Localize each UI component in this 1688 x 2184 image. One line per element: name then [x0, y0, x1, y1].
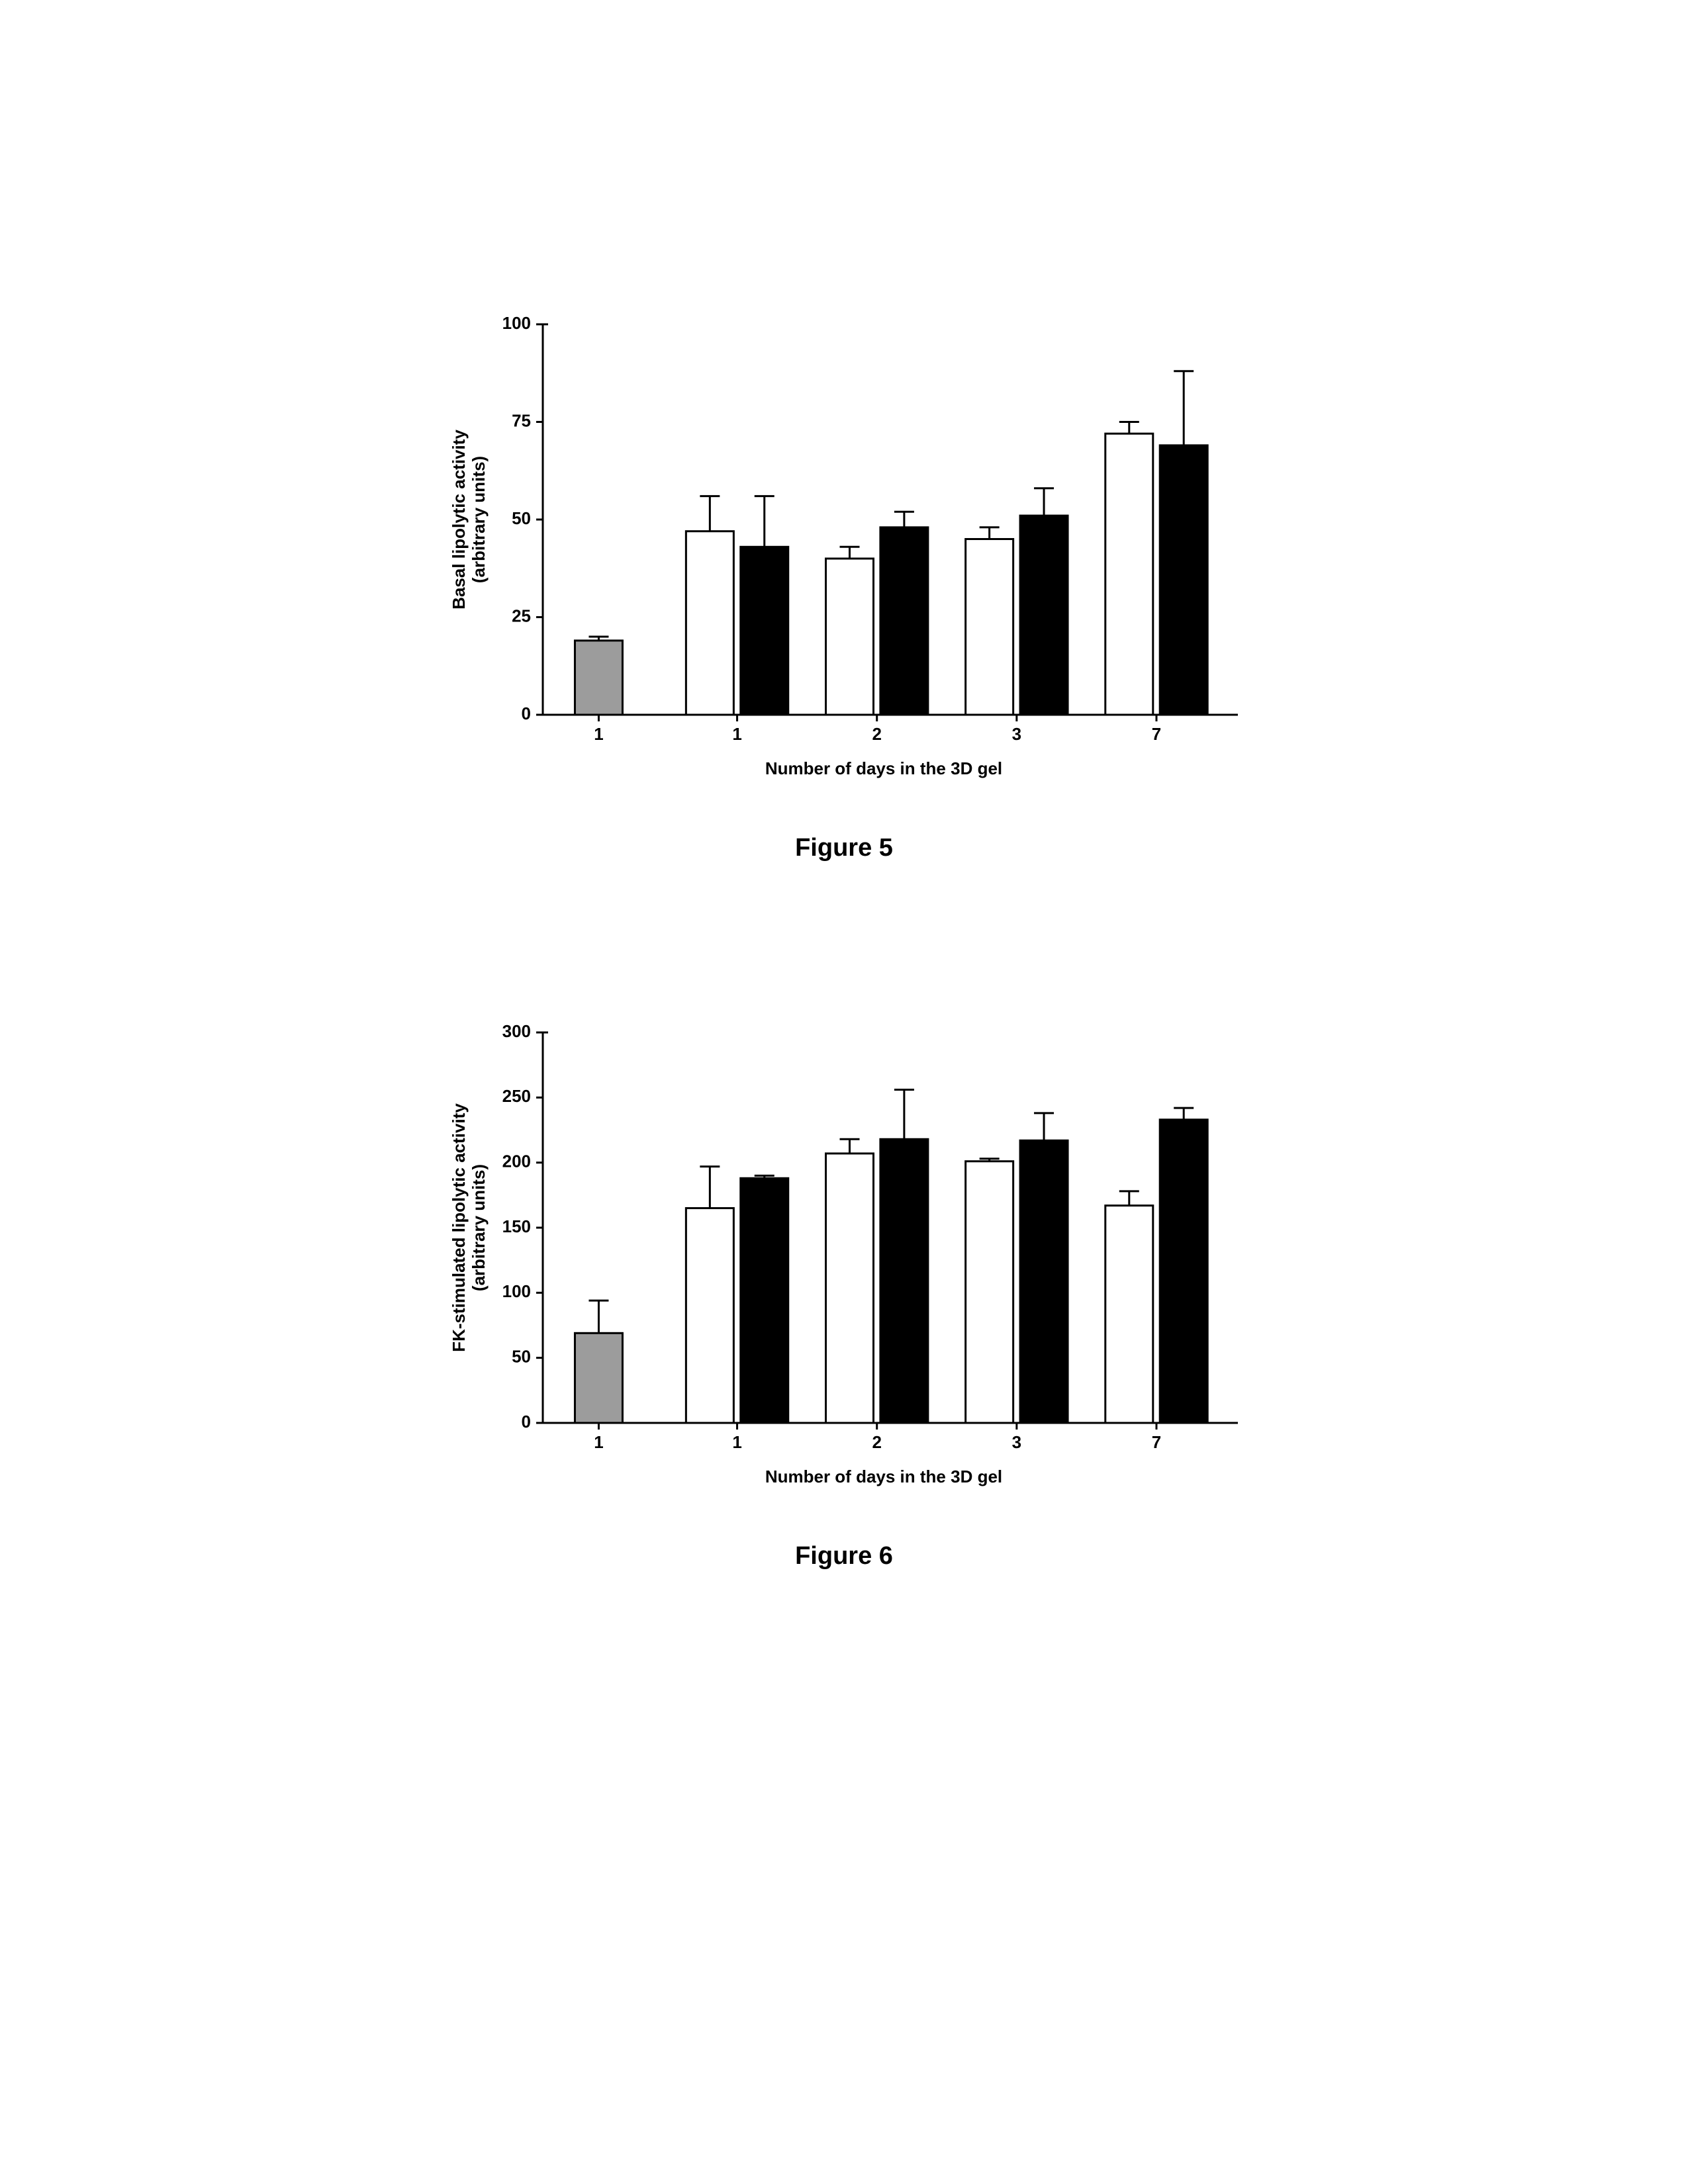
y-tick-label: 0 — [522, 1412, 531, 1432]
y-tick-label: 100 — [502, 1281, 531, 1301]
bar — [741, 1178, 788, 1423]
y-tick-label: 300 — [502, 1021, 531, 1041]
y-axis-label: FK-stimulated lipolytic activity — [449, 1103, 469, 1352]
x-tick-label: 7 — [1152, 1432, 1161, 1452]
x-tick-label: 7 — [1152, 724, 1161, 744]
x-tick-label: 1 — [594, 724, 603, 744]
y-tick-label: 0 — [522, 704, 531, 723]
y-tick-label: 50 — [512, 1347, 531, 1367]
bar — [1020, 516, 1068, 715]
bar — [741, 547, 788, 715]
y-axis-sublabel: (arbitrary units) — [469, 456, 489, 583]
bar — [1160, 445, 1207, 715]
bar — [966, 539, 1013, 715]
y-tick-label: 25 — [512, 606, 531, 625]
figure-5-block: 0 25 50 75 100 1 1 2 3 7 Basal lipolytic activity(… — [437, 311, 1251, 862]
x-tick-label: 1 — [732, 724, 741, 744]
x-tick-label: 2 — [872, 724, 881, 744]
bar — [880, 527, 928, 715]
figure-6-svg: 0 50 100 150 200 250 300 1 1 2 3 7 FK-stimulated lip… — [437, 1019, 1251, 1509]
bar — [1105, 433, 1153, 715]
bar — [1160, 1120, 1207, 1423]
x-axis-label: Number of days in the 3D gel — [765, 758, 1002, 778]
x-tick-label: 3 — [1012, 1432, 1021, 1452]
bar — [880, 1139, 928, 1423]
x-tick-label: 1 — [732, 1432, 741, 1452]
y-tick-label: 75 — [512, 410, 531, 430]
x-axis-label: Number of days in the 3D gel — [765, 1467, 1002, 1486]
bar — [1020, 1140, 1068, 1423]
bar — [826, 559, 874, 715]
y-tick-label: 150 — [502, 1216, 531, 1236]
bar — [686, 1208, 733, 1424]
figure-5-svg: 0 25 50 75 100 1 1 2 3 7 Basal lipolytic activity(… — [437, 311, 1251, 801]
x-tick-label: 2 — [872, 1432, 881, 1452]
figure-6-block: 0 50 100 150 200 250 300 1 1 2 3 7 FK-stimulated lip… — [437, 1019, 1251, 1570]
y-tick-label: 50 — [512, 508, 531, 528]
x-tick-label: 3 — [1012, 724, 1021, 744]
y-tick-label: 100 — [502, 313, 531, 333]
x-tick-label: 1 — [594, 1432, 603, 1452]
bar — [686, 531, 733, 715]
y-axis-label: Basal lipolytic activity — [449, 430, 469, 610]
figure-6-chart: 0 50 100 150 200 250 300 1 1 2 3 7 FK-stimulated lip… — [437, 1019, 1251, 1509]
y-axis-sublabel: (arbitrary units) — [469, 1164, 489, 1291]
figure-5-chart: 0 25 50 75 100 1 1 2 3 7 Basal lipolytic activity(… — [437, 311, 1251, 801]
bar — [575, 641, 622, 715]
y-tick-label: 200 — [502, 1152, 531, 1171]
bar — [575, 1333, 622, 1423]
y-tick-label: 250 — [502, 1086, 531, 1106]
bar — [966, 1161, 1013, 1423]
figure-5-caption: Figure 5 — [437, 834, 1251, 862]
bar — [1105, 1206, 1153, 1423]
bar — [826, 1154, 874, 1423]
figure-6-caption: Figure 6 — [437, 1542, 1251, 1570]
